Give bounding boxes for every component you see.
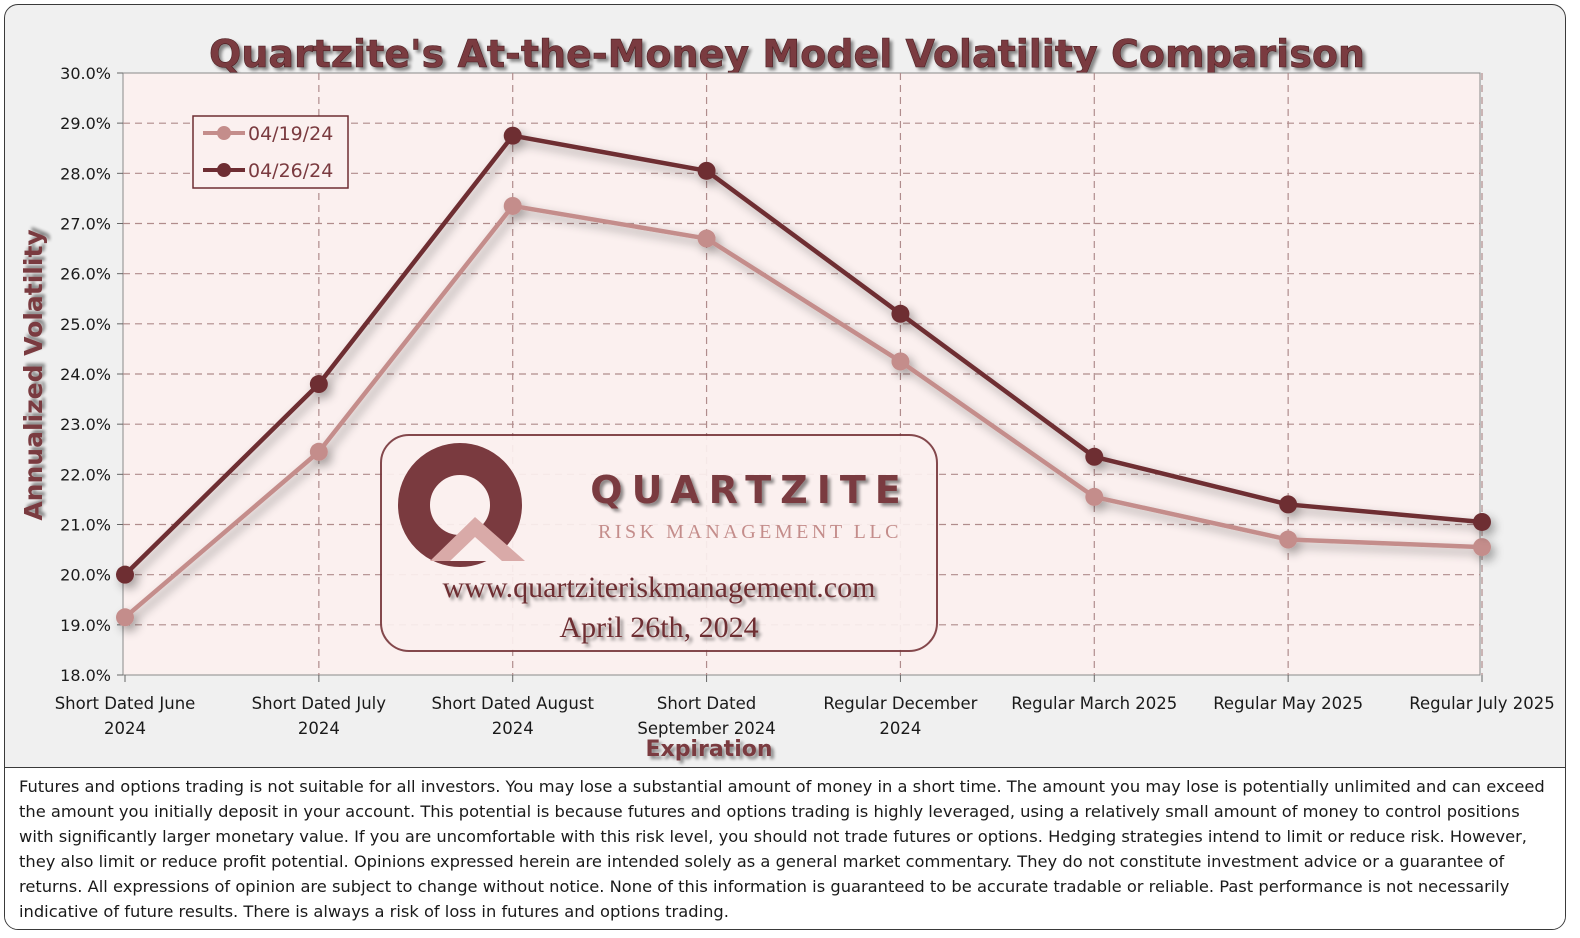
- series-line: [123, 133, 1483, 577]
- watermark-subtitle: RISK MANAGEMENT LLC: [598, 521, 902, 543]
- data-point: [891, 352, 910, 371]
- y-tick-label: 22.0%: [60, 465, 111, 484]
- y-axis-title: Annualized Volatility: [19, 229, 48, 520]
- chart-title: Quartzite's At-the-Money Model Volatilit…: [209, 32, 1365, 76]
- quartzite-logo: [398, 443, 525, 567]
- y-tick-label: 25.0%: [60, 315, 111, 334]
- data-point: [697, 161, 716, 180]
- watermark-date: April 26th, 2024: [559, 611, 758, 644]
- legend-item-series-1: 04/19/24: [203, 123, 333, 145]
- legend-box: [192, 115, 349, 189]
- x-tick-label: Regular December 2024: [823, 694, 977, 738]
- x-tick-label: Regular March 2025: [1011, 694, 1177, 713]
- legend-label-series-1: 04/19/24: [248, 123, 333, 145]
- data-point: [697, 229, 716, 248]
- data-point: [116, 565, 134, 584]
- x-tick-label: Short Dated September 2024: [637, 694, 775, 738]
- y-tick-label: 30.0%: [60, 64, 111, 83]
- x-axis-title: Expiration: [645, 737, 772, 762]
- series-line: [123, 203, 1483, 620]
- data-point: [1279, 495, 1298, 514]
- data-point: [1473, 512, 1491, 531]
- data-point: [1473, 538, 1491, 557]
- volatility-chart: Quartzite's At-the-Money Model Volatilit…: [19, 32, 1555, 762]
- watermark-website: www.quartziteriskmanagement.com: [443, 571, 876, 604]
- x-tick-label: Short Dated June 2024: [55, 694, 196, 738]
- y-tick-label: 27.0%: [60, 215, 111, 234]
- y-tick-label: 26.0%: [60, 265, 111, 284]
- chart-frame: Quartzite's At-the-Money Model Volatilit…: [4, 4, 1566, 930]
- watermark-box: [380, 434, 938, 652]
- legend: 04/19/24 04/26/24: [192, 115, 349, 189]
- data-point: [503, 126, 522, 145]
- data-point: [1279, 530, 1298, 549]
- y-tick-label: 21.0%: [60, 516, 111, 535]
- x-tick-label: Regular May 2025: [1213, 694, 1363, 713]
- data-point: [309, 375, 328, 394]
- legend-item-series-2: 04/26/24: [203, 160, 333, 182]
- y-tick-label: 18.0%: [60, 666, 111, 685]
- data-point: [891, 304, 910, 323]
- x-tick-label: Short Dated July 2024: [252, 694, 387, 738]
- legend-label-series-2: 04/26/24: [248, 160, 333, 182]
- data-point: [503, 196, 522, 215]
- axes: 30.0% 29.0% 28.0% 27.0% 26.0% 25.0% 24.0% 23.0%…: [55, 64, 1555, 738]
- data-point: [1085, 447, 1104, 466]
- y-tick-label: 19.0%: [60, 616, 111, 635]
- x-tick-label: Short Dated August 2024: [432, 694, 595, 738]
- y-tick-label: 24.0%: [60, 365, 111, 384]
- watermark-company: QUARTZITE: [590, 468, 909, 512]
- series-1: [116, 196, 1491, 627]
- data-point: [116, 608, 134, 627]
- y-tick-label: 29.0%: [60, 114, 111, 133]
- y-tick-label: 28.0%: [60, 164, 111, 183]
- disclaimer-text: Futures and options trading is not suita…: [5, 767, 1565, 929]
- x-tick-label: Regular July 2025: [1409, 694, 1554, 713]
- series-2: [116, 126, 1491, 584]
- y-tick-label: 23.0%: [60, 415, 111, 434]
- watermark: QUARTZITE RISK MANAGEMENT LLC www.quartz…: [380, 434, 938, 652]
- data-point: [1085, 487, 1104, 506]
- series-layer: [116, 126, 1491, 627]
- data-point: [309, 442, 328, 461]
- y-tick-label: 20.0%: [60, 566, 111, 585]
